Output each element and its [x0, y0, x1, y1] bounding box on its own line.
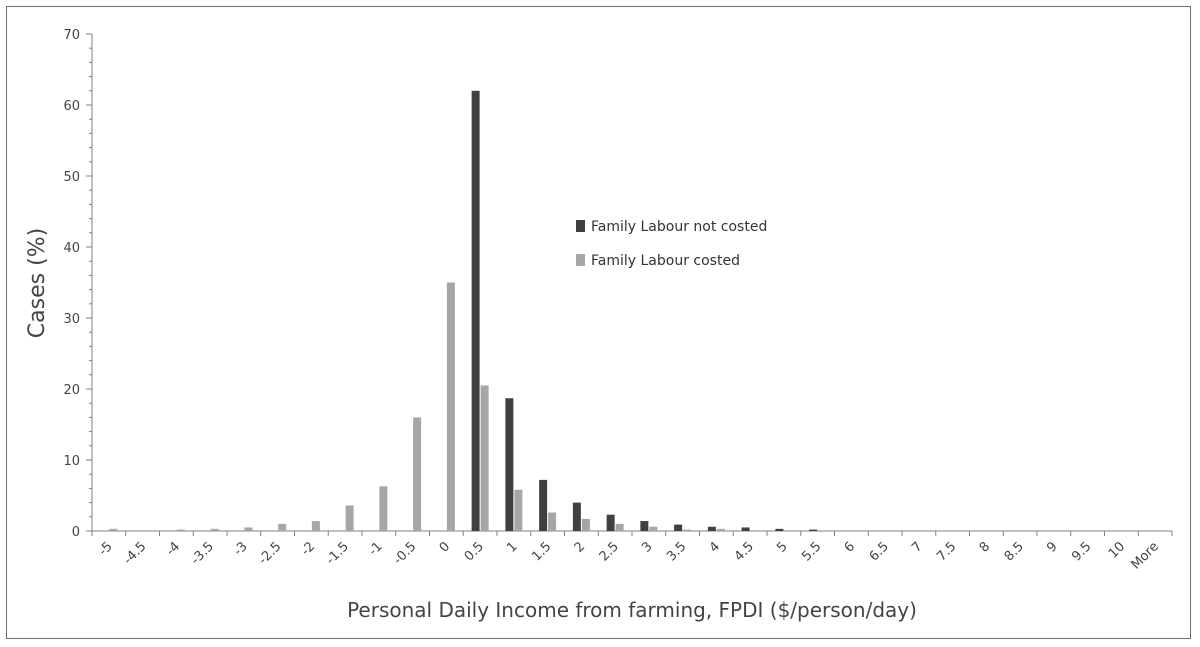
bar-costed: [615, 523, 624, 531]
bar-costed: [413, 417, 422, 531]
x-tick-label: -3: [231, 539, 251, 559]
x-tick-label: 7: [909, 539, 925, 555]
x-tick-label: -5: [96, 539, 116, 559]
bar-costed: [480, 385, 489, 531]
x-tick-label: -4: [163, 539, 183, 559]
x-tick-label: 9.5: [1069, 539, 1094, 564]
legend-label-costed: Family Labour costed: [591, 253, 740, 269]
bar-costed: [649, 526, 658, 531]
bar-not-costed: [809, 529, 818, 531]
bar-costed: [244, 527, 253, 531]
y-tick-label: 30: [63, 312, 80, 327]
y-axis: 0 10 20 30 40 50 60 70: [63, 28, 93, 540]
x-tick-label: 0.5: [462, 539, 487, 564]
x-tick-label: 5.5: [799, 539, 824, 564]
x-tick-label: 6: [842, 539, 858, 555]
x-tick-label: More: [1129, 539, 1162, 572]
x-tick-label: 2.5: [597, 539, 622, 564]
legend-label-not-costed: Family Labour not costed: [591, 219, 767, 235]
bar-costed: [581, 518, 590, 531]
bar-costed: [548, 512, 557, 531]
x-tick-label: 7.5: [934, 539, 959, 564]
y-tick-label: 0: [72, 525, 80, 540]
bar-costed: [311, 521, 320, 531]
x-tick-label: 8: [977, 539, 993, 555]
bar-costed: [379, 486, 388, 531]
bar-costed: [683, 529, 692, 531]
bar-not-costed: [707, 526, 716, 531]
x-axis-title: Personal Daily Income from farming, FPDI…: [347, 598, 917, 622]
bar-not-costed: [606, 514, 615, 531]
x-tick-label: 9: [1044, 539, 1060, 555]
x-tick-label: 6.5: [867, 539, 892, 564]
x-tick-label: 4.5: [732, 539, 757, 564]
x-axis: -5 -4.5 -4 -3.5 -3 -2.5 -2 -1.5 -1 -0.5 0 0.5 1 1.5 2 2…: [91, 530, 1173, 573]
y-tick-label: 10: [63, 454, 80, 469]
x-tick-label: 3: [639, 539, 655, 555]
y-tick-label: 20: [63, 383, 80, 398]
x-tick-label: 1: [504, 539, 520, 555]
x-tick-label: -0.5: [391, 539, 420, 568]
x-tick-label: -1.5: [323, 539, 352, 568]
bar-costed: [109, 528, 118, 531]
y-tick-label: 40: [63, 241, 80, 256]
x-tick-label: -2.5: [256, 539, 285, 568]
x-tick-label: 2: [572, 539, 588, 555]
bar-not-costed: [775, 528, 784, 531]
x-tick-label: 10: [1106, 539, 1128, 561]
bar-not-costed: [674, 524, 683, 531]
x-tick-label: -2: [298, 539, 318, 559]
bar-costed: [716, 528, 725, 531]
x-tick-label: 3.5: [664, 539, 689, 564]
bar-costed: [278, 523, 287, 531]
x-tick-label: -1: [366, 539, 386, 559]
x-tick-label: 1.5: [529, 539, 554, 564]
bar-costed: [514, 489, 523, 531]
bar-not-costed: [471, 90, 480, 532]
x-tick-label: -4.5: [121, 539, 150, 568]
x-tick-label: -3.5: [188, 539, 217, 568]
bar-not-costed: [640, 521, 649, 531]
bar-costed: [345, 505, 354, 531]
bar-not-costed: [505, 398, 514, 531]
x-tick-label: 4: [707, 539, 723, 555]
y-tick-label: 60: [63, 99, 80, 114]
y-axis-title: Cases (%): [25, 228, 50, 338]
bar-not-costed: [572, 502, 581, 531]
x-tick-label: 0: [437, 539, 453, 555]
y-tick-label: 70: [63, 28, 80, 43]
bar-not-costed: [741, 527, 750, 531]
legend-swatch-costed: [576, 254, 585, 266]
legend-swatch-not-costed: [576, 220, 585, 232]
bar-not-costed: [539, 479, 548, 531]
x-tick-label: 5: [774, 539, 790, 555]
legend: Family Labour not costed Family Labour c…: [576, 219, 767, 269]
y-tick-label: 50: [63, 170, 80, 185]
bars: [109, 90, 818, 532]
x-tick-label: 8.5: [1002, 539, 1027, 564]
bar-costed: [446, 282, 455, 531]
bar-costed: [750, 530, 759, 531]
bar-costed: [176, 529, 185, 531]
bar-costed: [210, 528, 219, 531]
